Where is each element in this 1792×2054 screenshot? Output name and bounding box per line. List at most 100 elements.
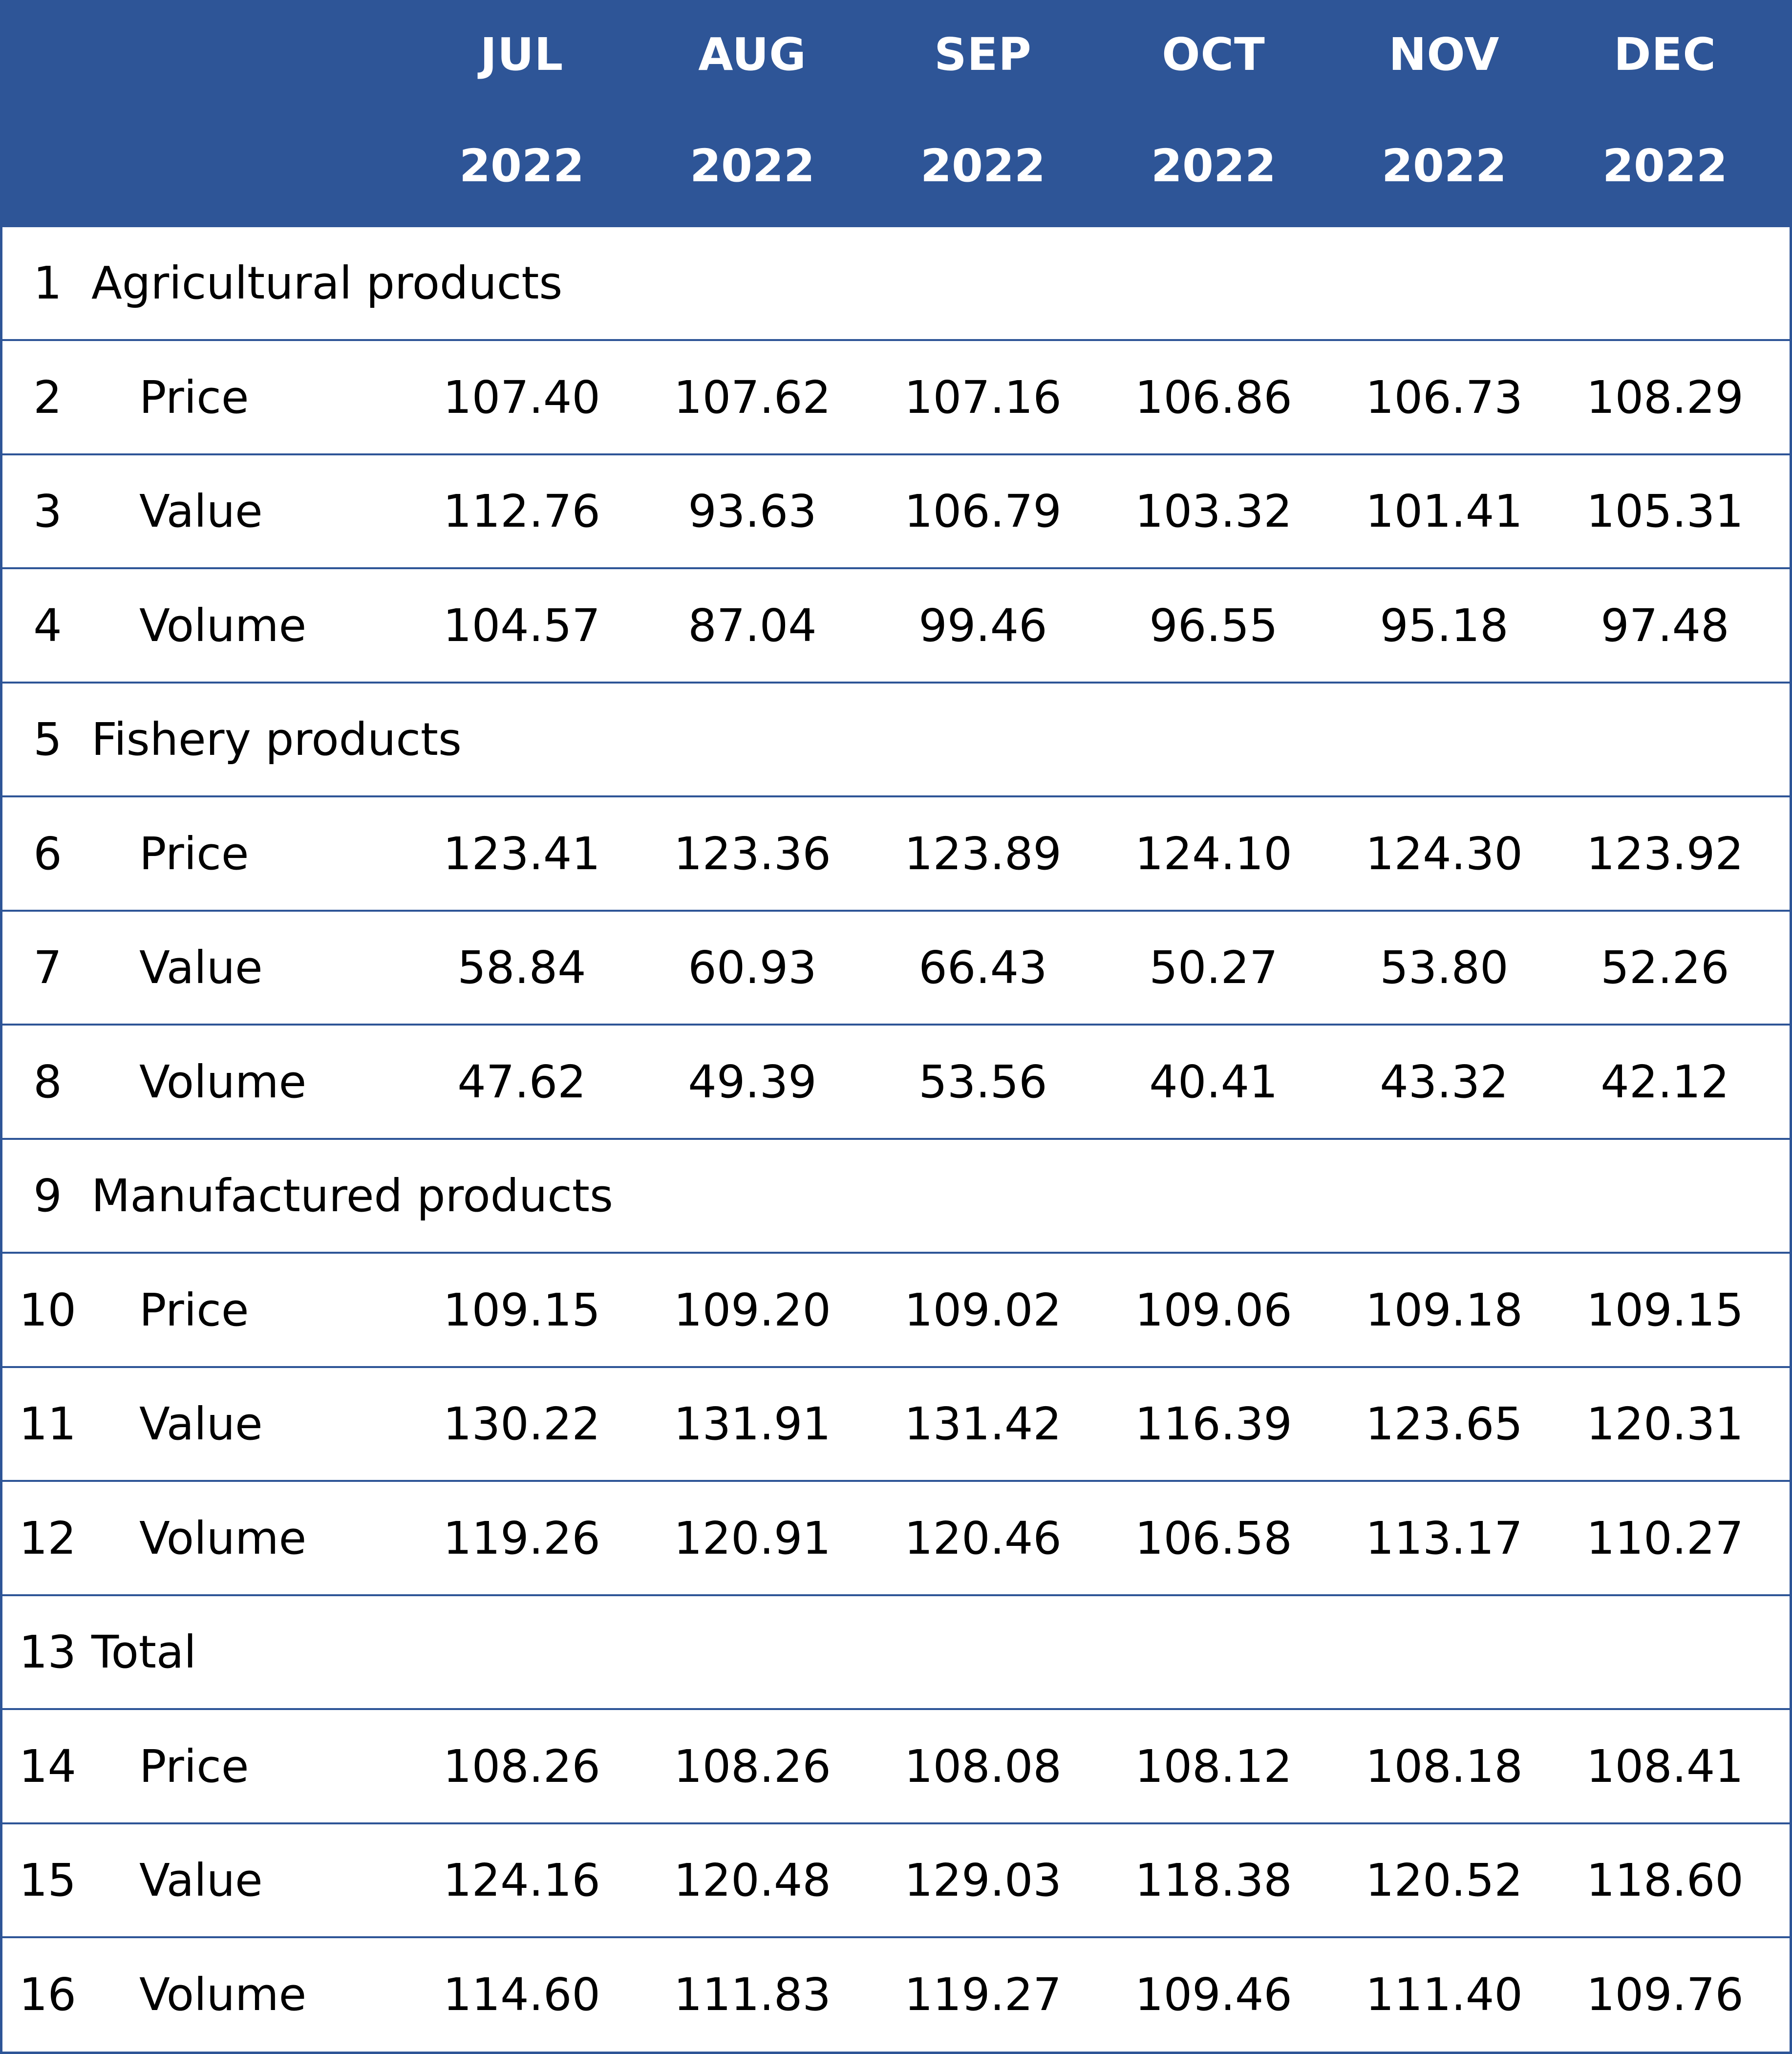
value-cell: 120.91 (674, 1512, 831, 1564)
value-cell: 47.62 (457, 1056, 586, 1108)
metric-label: Price (139, 371, 249, 424)
value-cell: 120.48 (674, 1854, 831, 1906)
value-cell: 110.27 (1586, 1512, 1744, 1564)
value-cell: 113.17 (1365, 1512, 1523, 1564)
row-number: 16 (19, 1968, 77, 2021)
row-number: 3 (33, 485, 62, 537)
value-cell: 119.26 (443, 1512, 600, 1564)
value-cell: 107.16 (904, 371, 1062, 424)
section-row: 9 Manufactured products (2, 1140, 1790, 1254)
table-row: 15 Value 124.16 120.48 129.03 118.38 120.52 118… (2, 1824, 1790, 1938)
value-cell: 97.48 (1600, 599, 1729, 652)
value-cell: 108.18 (1365, 1740, 1523, 1793)
value-cell: 111.40 (1365, 1968, 1523, 2021)
metric-label: Price (139, 1740, 249, 1793)
value-cell: 42.12 (1600, 1056, 1729, 1108)
value-cell: 53.56 (918, 1056, 1047, 1108)
value-cell: 106.58 (1135, 1512, 1292, 1564)
value-cell: 118.38 (1135, 1854, 1292, 1906)
value-cell: 52.26 (1600, 941, 1729, 994)
row-number: 9 (33, 1170, 62, 1222)
section-label: Fishery products (91, 713, 462, 766)
value-cell: 108.29 (1586, 371, 1744, 424)
value-cell: 124.30 (1365, 828, 1523, 880)
value-cell: 123.41 (443, 828, 600, 880)
metric-label: Volume (139, 599, 307, 652)
value-cell: 60.93 (688, 941, 817, 994)
metric-label: Value (139, 1398, 263, 1450)
column-header-year: 2022 (459, 140, 585, 192)
row-number: 2 (33, 371, 62, 424)
table-row: 2 Price 107.40 107.62 107.16 106.86 106.73 108.… (2, 342, 1790, 455)
row-number: 6 (33, 828, 62, 880)
column-header-month: JUL (480, 28, 564, 81)
value-cell: 111.83 (674, 1968, 831, 2021)
section-row: 13 Total (2, 1596, 1790, 1710)
value-cell: 87.04 (688, 599, 817, 652)
table-header: JUL 2022 AUG 2022 SEP 2022 OCT 2022 NOV 2022 DEC 20… (0, 0, 1792, 227)
value-cell: 108.26 (674, 1740, 831, 1793)
value-cell: 107.40 (443, 371, 600, 424)
value-cell: 112.76 (443, 485, 600, 537)
column-header-month: NOV (1388, 28, 1500, 81)
value-cell: 106.86 (1135, 371, 1292, 424)
section-label: Agricultural products (91, 257, 563, 309)
value-cell: 109.02 (904, 1284, 1062, 1336)
section-row: 5 Fishery products (2, 684, 1790, 797)
value-cell: 99.46 (918, 599, 1047, 652)
value-cell: 118.60 (1586, 1854, 1744, 1906)
metric-label: Volume (139, 1056, 307, 1108)
table-row: 12 Volume 119.26 120.91 120.46 106.58 113.17 11… (2, 1482, 1790, 1596)
value-cell: 53.80 (1380, 941, 1509, 994)
row-number: 14 (19, 1740, 77, 1793)
column-header-year: 2022 (1151, 140, 1277, 192)
table-row: 6 Price 123.41 123.36 123.89 124.10 124.30 123.… (2, 798, 1790, 912)
section-label: Total (91, 1626, 196, 1678)
value-cell: 104.57 (443, 599, 600, 652)
row-number: 8 (33, 1056, 62, 1108)
value-cell: 123.36 (674, 828, 831, 880)
value-cell: 58.84 (457, 941, 586, 994)
value-cell: 108.12 (1135, 1740, 1292, 1793)
value-cell: 108.41 (1586, 1740, 1744, 1793)
row-number: 4 (33, 599, 62, 652)
value-cell: 131.42 (904, 1398, 1062, 1450)
metric-label: Value (139, 485, 263, 537)
column-header-year: 2022 (1602, 140, 1728, 192)
column-header-month: SEP (934, 28, 1032, 81)
value-cell: 119.27 (904, 1968, 1062, 2021)
row-number: 7 (33, 941, 62, 994)
value-cell: 131.91 (674, 1398, 831, 1450)
table-row: 14 Price 108.26 108.26 108.08 108.12 108.18 108… (2, 1711, 1790, 1824)
value-cell: 123.89 (904, 828, 1062, 880)
value-cell: 106.79 (904, 485, 1062, 537)
value-cell: 114.60 (443, 1968, 600, 2021)
value-cell: 124.16 (443, 1854, 600, 1906)
row-number: 15 (19, 1854, 77, 1906)
column-header-month: AUG (698, 28, 807, 81)
row-number: 12 (19, 1512, 77, 1564)
table-row: 3 Value 112.76 93.63 106.79 103.32 101.41 105.3… (2, 455, 1790, 569)
table-body: 1 Agricultural products 2 Price 107.40 107.62… (0, 227, 1792, 2054)
value-cell: 109.46 (1135, 1968, 1292, 2021)
value-cell: 103.32 (1135, 485, 1292, 537)
value-cell: 106.73 (1365, 371, 1523, 424)
table-row: 16 Volume 114.60 111.83 119.27 109.46 111.40 10… (2, 1939, 1790, 2053)
value-cell: 129.03 (904, 1854, 1062, 1906)
value-cell: 66.43 (918, 941, 1047, 994)
value-cell: 120.46 (904, 1512, 1062, 1564)
row-number: 13 (19, 1626, 77, 1678)
value-cell: 116.39 (1135, 1398, 1292, 1450)
value-cell: 40.41 (1149, 1056, 1278, 1108)
column-header-month: DEC (1614, 28, 1716, 81)
value-cell: 123.65 (1365, 1398, 1523, 1450)
column-header-month: OCT (1162, 28, 1265, 81)
table-row: 7 Value 58.84 60.93 66.43 50.27 53.80 52.26 (2, 912, 1790, 1026)
value-cell: 123.92 (1586, 828, 1744, 880)
row-number: 10 (19, 1284, 77, 1336)
value-cell: 50.27 (1149, 941, 1278, 994)
metric-label: Value (139, 941, 263, 994)
row-number: 11 (19, 1398, 77, 1450)
column-header-year: 2022 (689, 140, 815, 192)
